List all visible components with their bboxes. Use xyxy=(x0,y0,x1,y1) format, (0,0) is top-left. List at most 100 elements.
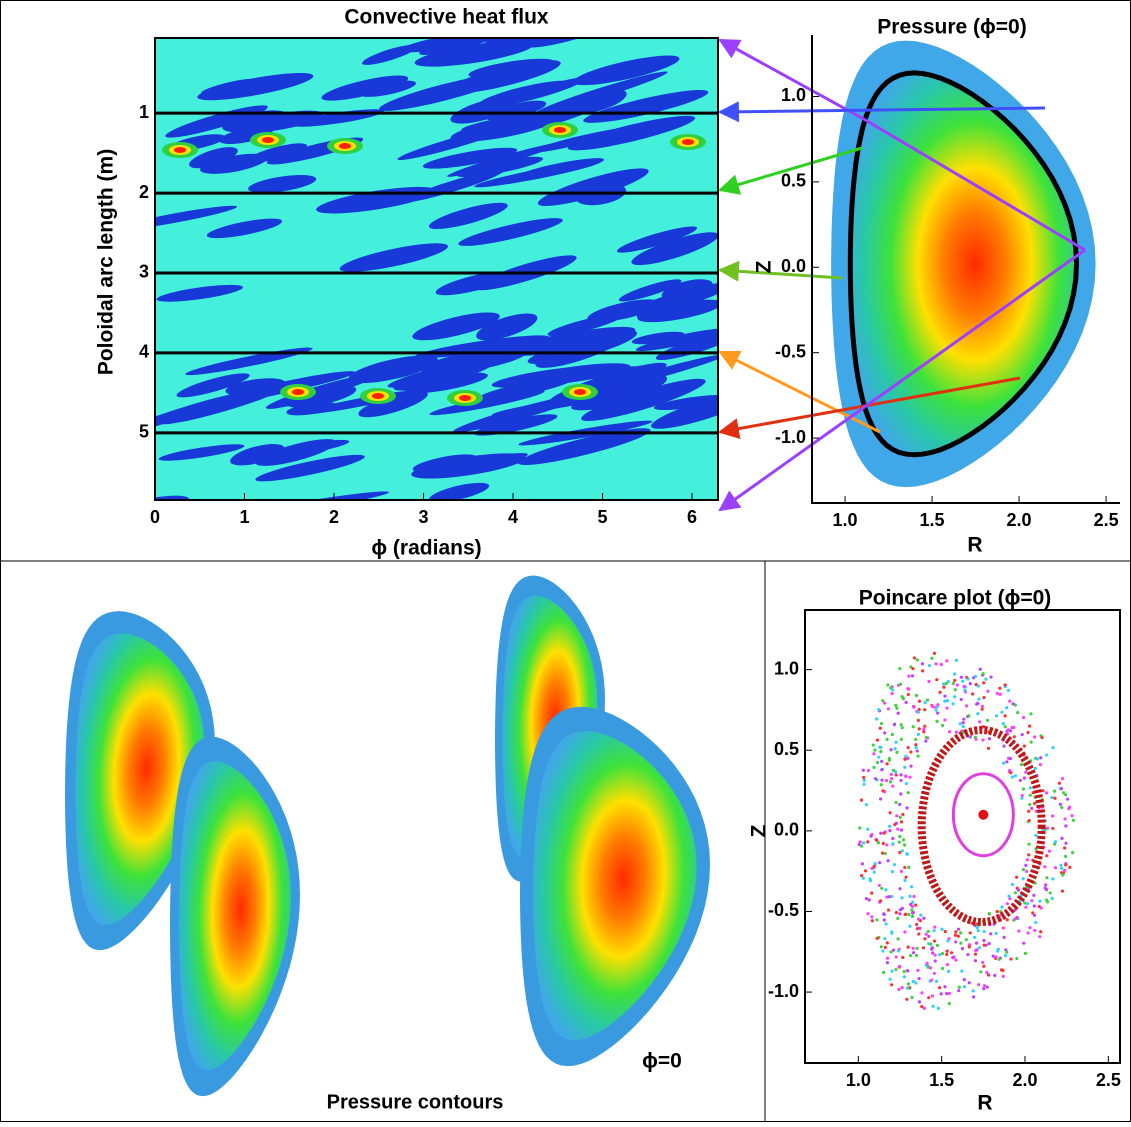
flux-band xyxy=(529,128,628,153)
poincare-dot xyxy=(908,894,912,898)
poincare-dot xyxy=(882,912,886,917)
poincare-dot xyxy=(914,693,919,698)
poincare-dot xyxy=(941,682,946,686)
poincare-dot xyxy=(922,730,926,734)
poincare-dot xyxy=(898,887,902,891)
poincare-dot xyxy=(904,781,909,786)
poincare-dot xyxy=(903,757,907,761)
poincare-dot xyxy=(980,707,984,711)
poincare-dot xyxy=(1045,753,1049,757)
poincare-dot xyxy=(920,662,925,666)
poincare-dot xyxy=(1053,796,1057,800)
poincare-dot xyxy=(881,789,885,793)
poincare-dot xyxy=(989,932,993,936)
poincare-dot xyxy=(890,870,895,874)
flux-band xyxy=(248,143,307,163)
poincare-dot xyxy=(1039,906,1043,910)
poincare-dot xyxy=(1063,846,1067,850)
poincare-dot xyxy=(982,929,986,934)
poincare-dot xyxy=(1064,863,1068,867)
poincare-dot xyxy=(866,827,870,831)
flux-band xyxy=(450,96,519,124)
poincare-dot xyxy=(932,929,936,933)
poincare-dot xyxy=(870,915,874,919)
poincare-dot xyxy=(1039,756,1043,760)
poincare-dot xyxy=(906,756,910,760)
poincare-dot xyxy=(935,719,939,723)
poincare-dot xyxy=(895,706,899,710)
poincare-dot xyxy=(973,674,978,679)
poincare-dot xyxy=(964,704,969,708)
poincare-dot xyxy=(882,831,886,835)
poincare-dot xyxy=(905,986,910,990)
poincare-dot xyxy=(917,932,921,936)
poincare-dot xyxy=(861,876,865,880)
poincare-dot xyxy=(888,977,892,981)
poincare-dot xyxy=(943,694,947,698)
poincare-dot xyxy=(898,912,902,916)
poincare-dot xyxy=(890,969,894,973)
poincare-dot xyxy=(899,773,903,777)
x-tick-label: 2.5 xyxy=(1096,1070,1121,1090)
poincare-dot xyxy=(1047,849,1052,853)
poincare-dot xyxy=(986,689,990,693)
poincare-dot xyxy=(911,946,915,951)
poincare-dot xyxy=(998,686,1002,690)
y-tick-label: 1 xyxy=(139,102,149,122)
poincare-dot xyxy=(962,978,966,982)
poincare-dot xyxy=(936,1006,940,1010)
poincare-dot xyxy=(934,662,938,666)
flux-band xyxy=(519,363,631,386)
poincare-dot xyxy=(894,955,898,959)
poincare-dot xyxy=(912,705,916,709)
poincare-dot xyxy=(972,995,976,999)
poincare-dot xyxy=(967,981,971,985)
hot-spot xyxy=(292,389,304,395)
poincare-dot xyxy=(952,955,956,959)
poincare-dot xyxy=(875,760,880,765)
poincare-dot xyxy=(867,898,871,902)
poincare-dot xyxy=(1021,787,1026,791)
poincare-dot xyxy=(1002,935,1006,939)
poincare-dot xyxy=(1039,930,1043,934)
poincare-dot xyxy=(1026,730,1030,735)
poincare-dot xyxy=(915,749,919,753)
flux-band xyxy=(248,175,317,193)
poincare-dot xyxy=(1029,740,1033,744)
poincare-dot xyxy=(1009,771,1013,775)
poincare-dot xyxy=(961,721,965,725)
poincare-dot xyxy=(883,937,887,941)
poincare-dot xyxy=(973,959,978,963)
poincare-dot xyxy=(910,995,914,1000)
poincare-dot xyxy=(910,908,914,912)
flux-band xyxy=(429,390,545,416)
poincare-dot xyxy=(955,683,959,687)
poincare-dot xyxy=(1048,891,1052,895)
poincare-dot xyxy=(985,985,989,989)
poincare-dot xyxy=(978,720,982,724)
poincare-dot xyxy=(906,969,910,973)
poincare-dot xyxy=(1065,797,1070,801)
flux-band xyxy=(206,218,283,239)
poincare-dot xyxy=(897,987,901,991)
poincare-dot xyxy=(967,945,971,949)
y-tick-label: 0.0 xyxy=(781,256,806,276)
y-tick-label: -1.0 xyxy=(768,981,799,1001)
poincare-dot xyxy=(1006,688,1011,692)
poincare-dot xyxy=(982,681,986,685)
poincare-dot xyxy=(886,707,891,711)
poincare-dot xyxy=(1025,902,1030,906)
x-tick-label: 2.5 xyxy=(1094,510,1119,530)
poincare-dot xyxy=(1015,875,1019,879)
poincare-dot xyxy=(1060,889,1065,893)
poincare-dot xyxy=(905,852,909,856)
poincare-dot xyxy=(888,811,892,815)
poincare-dot xyxy=(893,823,897,827)
poincare-dot xyxy=(899,820,904,824)
poincare-dot xyxy=(1045,854,1049,858)
poincare-dot xyxy=(872,870,876,874)
plot-frame xyxy=(804,609,1121,1064)
poincare-dot xyxy=(898,964,902,968)
poincare-dot xyxy=(942,685,946,689)
poincare-dot xyxy=(879,749,883,754)
